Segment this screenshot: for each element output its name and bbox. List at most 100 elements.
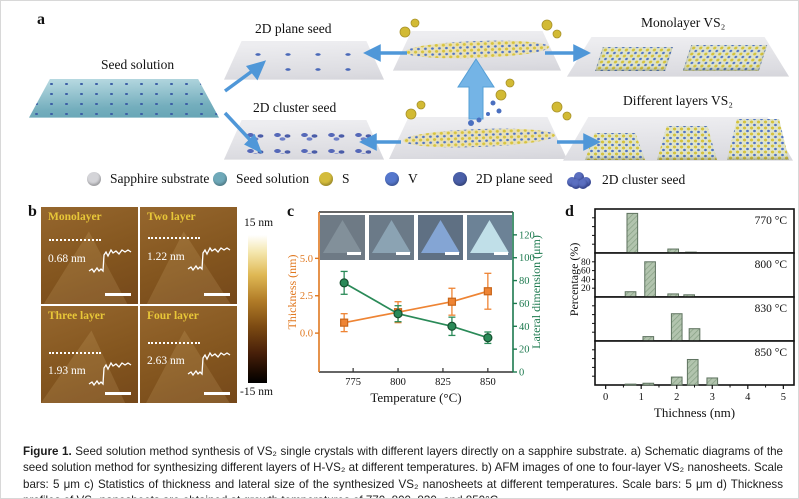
y-axis-title: Percentage (%) bbox=[567, 243, 581, 317]
afm-layer-label: Monolayer bbox=[48, 211, 102, 223]
afm-section-dotted-line bbox=[148, 237, 200, 240]
afm-profile-path bbox=[187, 246, 230, 272]
right-tick-label: 80 bbox=[519, 276, 530, 287]
temperature-label: 770 °C bbox=[755, 215, 788, 227]
panel-a-label: a bbox=[37, 11, 45, 28]
temperature-label: 800 °C bbox=[755, 259, 788, 271]
seed-solution-icon bbox=[213, 172, 227, 186]
right-tick-label: 40 bbox=[519, 322, 530, 333]
y-tick-label: 20 bbox=[581, 284, 591, 294]
histogram-bar bbox=[706, 377, 719, 386]
thickness-data-point bbox=[447, 297, 457, 306]
histogram-bar bbox=[688, 328, 701, 342]
afm-height-profile bbox=[88, 248, 131, 274]
figure-caption: Figure 1. Seed solution method synthesis… bbox=[23, 444, 783, 498]
x-tick-label: 2 bbox=[674, 392, 679, 403]
afm-scale-bar bbox=[105, 292, 131, 296]
legend-label: Sapphire substrate bbox=[110, 171, 210, 186]
afm-section-dotted-line bbox=[148, 341, 200, 344]
legend-item: Sapphire substrate bbox=[87, 171, 209, 187]
sapphire-substrate-icon bbox=[87, 172, 101, 186]
histogram-bar bbox=[642, 382, 655, 386]
multilayer-crystal-3 bbox=[727, 119, 789, 160]
y-tick-label: 40 bbox=[581, 275, 591, 285]
lateral-dimension-data-point bbox=[447, 321, 457, 331]
afm-scale-bar bbox=[204, 292, 230, 296]
multilayer-crystal-2 bbox=[657, 126, 717, 160]
lateral-dimension-data-point bbox=[393, 309, 403, 319]
right-tick-label: 0 bbox=[519, 368, 524, 379]
histogram-bar bbox=[644, 261, 656, 298]
figure-caption-number: Figure 1. bbox=[23, 444, 72, 458]
plane-seed-slab bbox=[224, 41, 384, 80]
legend-label: 2D plane seed bbox=[476, 171, 553, 186]
histogram-subplot-frame bbox=[594, 252, 795, 298]
lateral-dimension-data-point bbox=[483, 333, 493, 343]
monolayer-vs2-label: Monolayer VS₂ bbox=[641, 15, 726, 30]
afm-image: Four layer 2.63 nm bbox=[140, 306, 237, 403]
monolayer-crystal-1 bbox=[595, 47, 673, 71]
different-layers-label: Different layers VS₂ bbox=[623, 93, 733, 108]
thickness-line bbox=[343, 290, 489, 324]
afm-scale-bar bbox=[105, 391, 131, 395]
afm-thickness-value: 0.68 nm bbox=[48, 252, 86, 265]
left-tick-label: 5.0 bbox=[300, 254, 313, 265]
inset-scale-bar bbox=[347, 252, 361, 255]
right-tick-label: 120 bbox=[519, 230, 535, 241]
temperature-label: 850 °C bbox=[755, 347, 788, 359]
legend-item: 2D cluster seed bbox=[567, 171, 685, 189]
temperature-label: 830 °C bbox=[755, 303, 788, 315]
cluster-seed-slab bbox=[224, 120, 384, 160]
afm-section-dotted-line bbox=[49, 351, 101, 354]
left-axis-title: Thickness (nm) bbox=[285, 255, 299, 330]
v-icon bbox=[385, 172, 399, 186]
legend-item: 2D plane seed bbox=[453, 171, 552, 187]
afm-layer-label: Two layer bbox=[147, 211, 196, 223]
x-axis-title: Temperature (°C) bbox=[370, 390, 461, 405]
histogram-bar bbox=[670, 313, 683, 342]
afm-scale-bar bbox=[204, 391, 230, 395]
2d-plane-seed-icon bbox=[453, 172, 467, 186]
histogram-bar bbox=[686, 358, 699, 386]
right-tick-label: 60 bbox=[519, 299, 530, 310]
optical-triangle-crystal bbox=[421, 220, 460, 253]
optical-triangle-crystal bbox=[470, 220, 509, 253]
right-tick-label: 20 bbox=[519, 345, 530, 356]
lateral dimension-line bbox=[343, 282, 489, 339]
y-tick-label: 80 bbox=[581, 258, 591, 268]
seed-solution-slab bbox=[29, 79, 219, 118]
x-tick-label: 5 bbox=[781, 392, 786, 403]
afm-height-profile bbox=[187, 246, 230, 272]
afm-thickness-value: 2.63 nm bbox=[147, 355, 185, 368]
figure-caption-text: Seed solution method synthesis of VS₂ si… bbox=[23, 444, 783, 498]
optical-triangle-crystal bbox=[323, 220, 362, 253]
legend-item: S bbox=[319, 171, 350, 187]
lateral-dimension-data-point bbox=[339, 278, 349, 288]
afm-image: Two layer 1.22 nm bbox=[140, 207, 237, 304]
afm-thickness-value: 1.93 nm bbox=[48, 365, 86, 378]
x-axis-title: Thichness (nm) bbox=[654, 405, 735, 420]
right-tick-label: 100 bbox=[519, 253, 535, 264]
afm-image: Three layer 1.93 nm bbox=[41, 306, 138, 403]
histogram-bar bbox=[670, 376, 683, 386]
colorbar-min-label: -15 nm bbox=[240, 386, 273, 398]
plane-seed-dots bbox=[243, 46, 365, 72]
thickness-lateral-chart: 0.0 2.5 5.0 0 20 40 60 80 100 120 775 800 825 850 Temp… bbox=[285, 211, 543, 405]
legend-label: S bbox=[342, 171, 350, 186]
inset-scale-bar bbox=[445, 252, 459, 255]
panel-b-label: b bbox=[28, 203, 37, 220]
seed-solution-label: Seed solution bbox=[101, 57, 175, 72]
cluster-seed-label: 2D cluster seed bbox=[253, 100, 337, 115]
y-tick-label: 60 bbox=[581, 267, 591, 277]
afm-thickness-value: 1.22 nm bbox=[147, 250, 185, 263]
optical-triangle-crystal bbox=[372, 220, 411, 253]
x-tick-label: 4 bbox=[745, 392, 751, 403]
x-tick-label: 0 bbox=[603, 392, 608, 403]
thickness-data-point bbox=[340, 318, 349, 327]
s-icon bbox=[319, 172, 333, 186]
plane-seed-label: 2D plane seed bbox=[255, 21, 332, 36]
panel-d-label: d bbox=[565, 203, 574, 220]
colorbar-max-label: 15 nm bbox=[244, 217, 274, 229]
